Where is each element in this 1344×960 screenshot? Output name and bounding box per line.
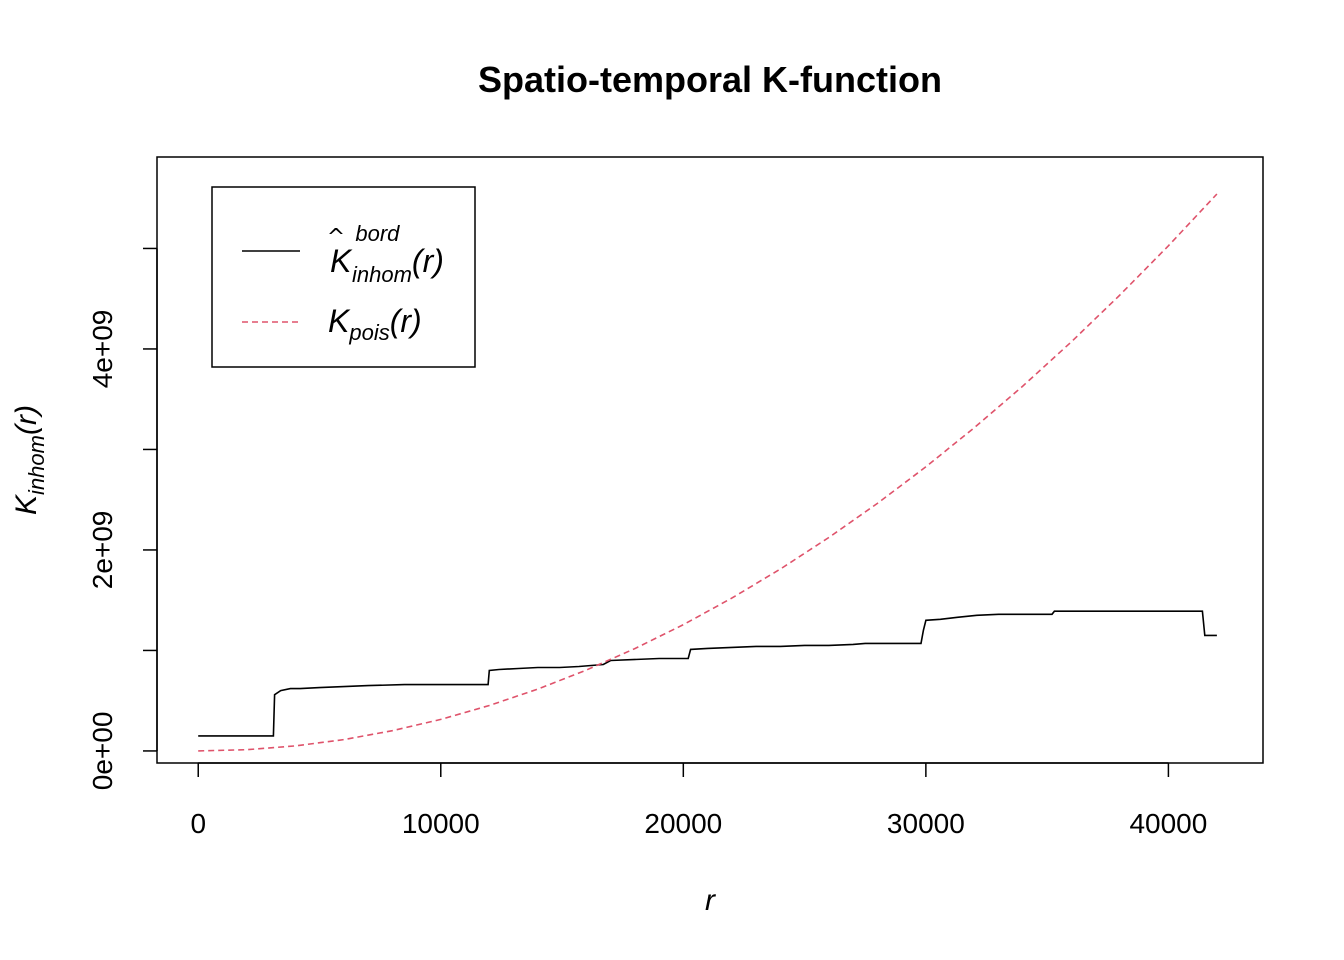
legend-0-arg: (r) <box>412 243 444 279</box>
legend: Kbord inhom(r) ^ Kpois(r) <box>211 186 476 368</box>
x-tick-label: 10000 <box>402 808 480 839</box>
y-axis-label-sub: inhom <box>24 435 49 495</box>
x-axis-label: r <box>705 884 716 917</box>
y-tick-label: 4e+09 <box>87 310 118 389</box>
legend-1-base: K <box>328 303 351 339</box>
y-axis: 0e+00 2e+09 4e+09 <box>87 247 158 791</box>
y-tick-label: 0e+00 <box>87 712 118 791</box>
legend-0-base: K <box>330 243 353 279</box>
y-axis-label: Kinhom(r) <box>10 405 49 515</box>
y-axis-label-arg: (r) <box>10 405 43 435</box>
legend-1-sub: pois <box>348 320 389 345</box>
legend-label-k-inhom-bord: Kbord inhom(r) <box>330 221 444 287</box>
legend-0-sup: bord <box>355 221 400 246</box>
legend-0-sub: inhom <box>352 262 412 287</box>
series-line-0 <box>198 610 1217 737</box>
legend-label-k-pois: Kpois(r) <box>328 303 422 345</box>
legend-box <box>211 186 476 368</box>
x-tick-label: 40000 <box>1129 808 1207 839</box>
chart-title: Spatio-temporal K-function <box>478 59 942 100</box>
y-tick-label: 2e+09 <box>87 511 118 590</box>
series-layer <box>198 193 1218 752</box>
x-axis: 0 10000 20000 30000 40000 <box>190 762 1207 839</box>
x-tick-label: 30000 <box>887 808 965 839</box>
legend-1-arg: (r) <box>390 303 422 339</box>
y-axis-label-base: K <box>10 493 43 515</box>
x-tick-label: 0 <box>190 808 206 839</box>
series-line-1 <box>198 193 1218 752</box>
x-tick-label: 20000 <box>644 808 722 839</box>
svg-text:Kinhom(r): Kinhom(r) <box>10 405 49 515</box>
legend-hat-accent: ^ <box>327 225 345 250</box>
